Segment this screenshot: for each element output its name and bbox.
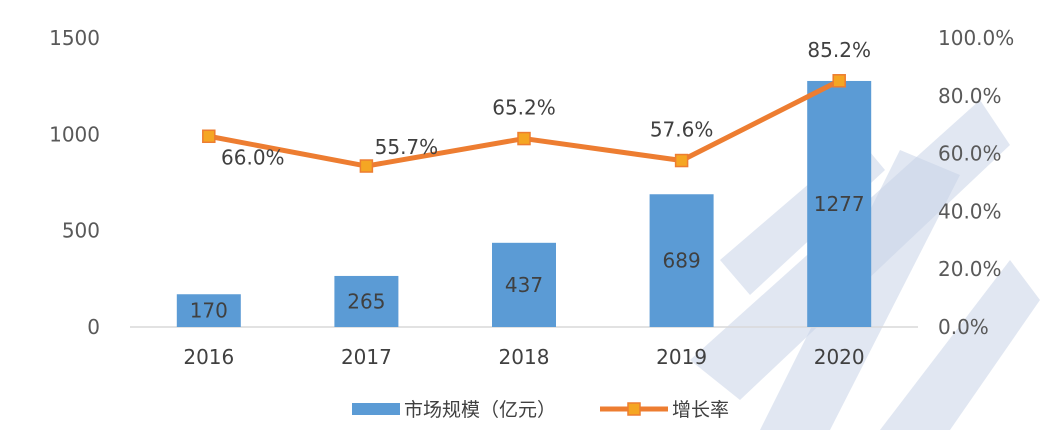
legend: 市场规模（亿元） 增长率 [352,399,729,421]
y-right-tick-label: 40.0% [938,199,1002,223]
y-left-tick-label: 0 [87,315,100,339]
y-right-tick-label: 0.0% [938,315,989,339]
bar [649,194,714,327]
line-marker [202,129,216,144]
bar [334,275,399,327]
y-right-tick-label: 100.0% [938,26,1014,50]
y-right-tick-label: 60.0% [938,142,1002,166]
y-right-tick-label: 80.0% [938,84,1002,108]
legend-bar-label: 市场规模（亿元） [404,399,556,421]
watermark-stroke [880,260,1040,430]
line-marker [517,131,531,146]
line-data-label: 66.0% [221,145,285,169]
x-tick-label: 2016 [183,345,234,369]
bar-data-label: 1277 [814,192,865,216]
legend-bar-swatch [352,403,400,415]
line-marker [832,74,846,88]
y-left-tick-label: 1000 [49,122,100,146]
line-series: 66.0% 55.7% 65.2% 57.6% 85.2% [202,38,871,173]
line-marker [674,153,689,168]
x-tick-label: 2018 [499,345,550,369]
x-tick-label: 2019 [656,345,707,369]
bar [176,294,241,327]
bar-data-label: 689 [663,249,701,273]
x-tick-label: 2020 [814,345,865,369]
growth-line [208,78,841,169]
left-axis: 0 500 1000 1500 [49,26,100,339]
bar-data-label: 437 [505,273,543,297]
x-tick-label: 2017 [341,345,392,369]
legend-marker-swatch [627,402,641,416]
y-right-tick-label: 20.0% [938,257,1002,281]
bar [807,80,872,328]
bar [492,242,556,327]
bar-data-label: 265 [347,289,385,313]
y-left-tick-label: 500 [62,219,100,243]
line-data-label: 55.7% [375,135,439,159]
legend-line-label: 增长率 [672,399,729,421]
bar-data-label: 170 [190,299,228,323]
y-left-tick-label: 1500 [49,26,100,50]
x-axis: 2016 2017 2018 2019 2020 [183,345,864,369]
bar-series: 170 265 437 689 1277 [176,80,872,328]
right-axis: 0.0% 20.0% 40.0% 60.0% 80.0% 100.0% [938,26,1014,339]
line-data-label: 65.2% [492,96,556,120]
line-data-label: 57.6% [650,118,714,142]
line-marker [359,159,374,173]
line-data-label: 85.2% [807,38,871,62]
